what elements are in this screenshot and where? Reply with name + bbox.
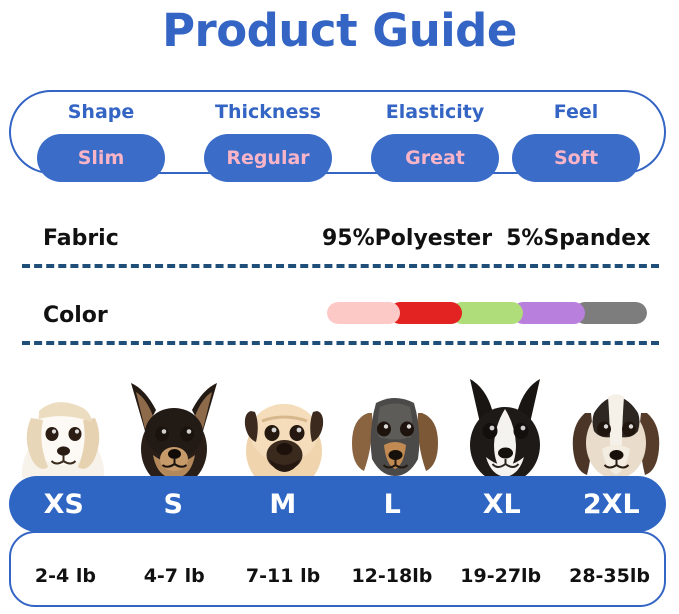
attribute-pill-shape[interactable]: Slim <box>37 134 165 182</box>
weight-range-l: 12-18lb <box>351 565 433 587</box>
weight-range-s: 4-7 lb <box>143 565 205 587</box>
attribute-label-feel: Feel <box>553 101 599 123</box>
attributes-panel: Shape Slim Thickness Regular Elasticity … <box>9 90 666 182</box>
dog-photo-beagle <box>561 373 672 478</box>
fabric-label: Fabric <box>43 226 119 251</box>
attribute-pill-thickness[interactable]: Regular <box>204 134 332 182</box>
color-swatch-light-pink[interactable] <box>327 302 400 324</box>
size-label-xs[interactable]: XS <box>43 488 84 520</box>
weight-range-2xl: 28-35lb <box>569 565 650 587</box>
color-swatch-light-green[interactable] <box>450 302 524 324</box>
size-label-s[interactable]: S <box>163 488 183 520</box>
size-label-xl[interactable]: XL <box>482 488 521 520</box>
dog-photo-boston-terrier <box>450 373 561 478</box>
dog-photo-maltese <box>8 373 119 478</box>
dog-photo-chihuahua <box>119 373 230 478</box>
size-label-m[interactable]: M <box>269 488 297 520</box>
attribute-column-elasticity: Elasticity Great <box>355 92 515 182</box>
weight-range-xl: 19-27lb <box>460 565 542 587</box>
weight-range-xs: 2-4 lb <box>34 565 96 587</box>
divider-fabric <box>22 264 659 268</box>
attribute-label-elasticity: Elasticity <box>385 101 485 123</box>
dog-photo-dachshund <box>340 373 451 478</box>
size-bar: XS S M L XL 2XL <box>9 476 666 532</box>
color-swatch-bar <box>327 302 647 324</box>
weight-bar: 2-4 lb 4-7 lb 7-11 lb 12-18lb 19-27lb 28-35lb <box>9 531 666 607</box>
size-label-2xl[interactable]: 2XL <box>582 488 640 520</box>
attribute-pill-elasticity[interactable]: Great <box>371 134 499 182</box>
attribute-column-shape: Shape Slim <box>21 92 181 182</box>
dog-photo-pug <box>229 373 340 478</box>
size-label-l[interactable]: L <box>383 488 401 520</box>
color-swatch-gray[interactable] <box>574 302 647 324</box>
attribute-pill-feel[interactable]: Soft <box>512 134 640 182</box>
divider-color <box>22 341 659 345</box>
color-swatch-red[interactable] <box>388 302 462 324</box>
fabric-composition: 95%Polyester 5%Spandex <box>322 226 650 251</box>
page-title: Product Guide <box>162 4 517 57</box>
color-swatch-purple[interactable] <box>512 302 586 324</box>
attribute-label-thickness: Thickness <box>215 101 321 123</box>
weight-range-m: 7-11 lb <box>245 565 321 587</box>
attribute-label-shape: Shape <box>67 101 135 123</box>
attribute-column-thickness: Thickness Regular <box>188 92 348 182</box>
color-label: Color <box>43 303 108 328</box>
fabric-component-polyester: 95%Polyester <box>322 226 493 251</box>
fabric-component-spandex: 5%Spandex <box>506 226 651 251</box>
attribute-column-feel: Feel Soft <box>496 92 656 182</box>
dog-photo-strip <box>8 373 671 478</box>
